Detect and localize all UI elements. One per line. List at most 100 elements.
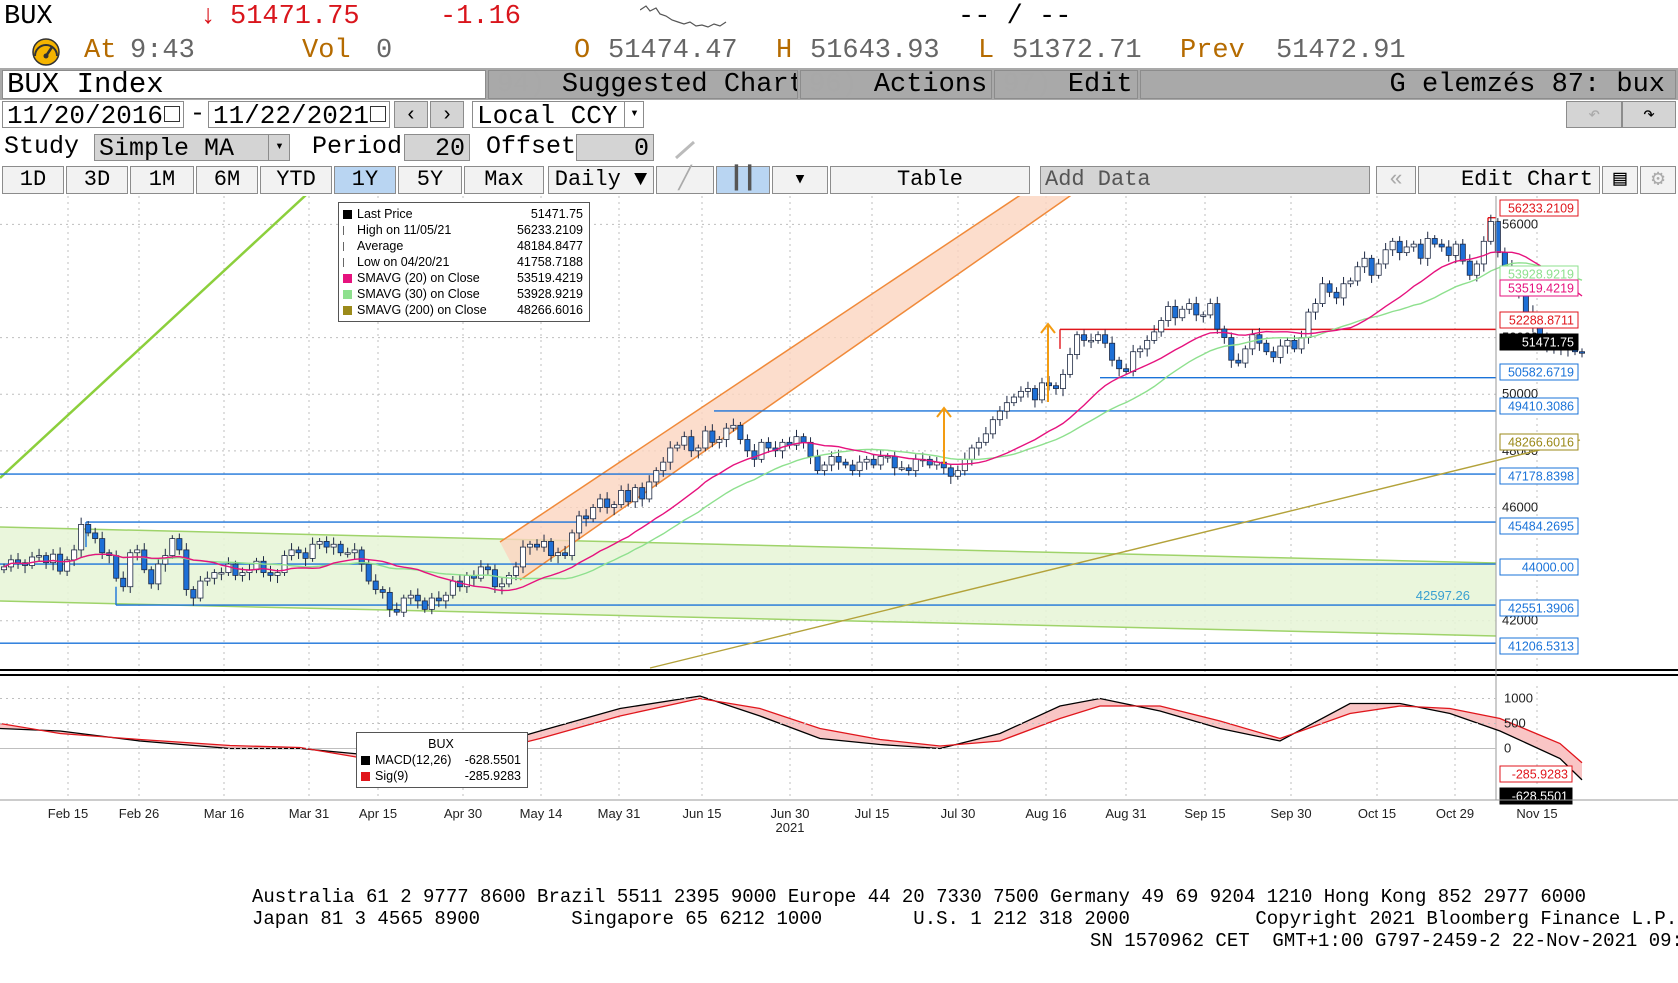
candle-body[interactable] — [344, 552, 351, 555]
candle-body[interactable] — [653, 470, 660, 483]
candle-body[interactable] — [1403, 246, 1410, 254]
candle-body[interactable] — [660, 461, 667, 472]
add-data-field[interactable]: Add Data — [1040, 166, 1370, 194]
tab-3d[interactable]: 3D — [66, 166, 128, 194]
candle-body[interactable] — [78, 524, 85, 551]
candle-body[interactable] — [428, 597, 435, 610]
candle-body[interactable] — [695, 447, 702, 452]
candle-body[interactable] — [1158, 320, 1165, 333]
candle-body[interactable] — [169, 538, 176, 556]
candle-body[interactable] — [1200, 314, 1207, 317]
candle-body[interactable] — [1172, 306, 1179, 319]
candle-body[interactable] — [1151, 331, 1158, 341]
candle-body[interactable] — [1003, 402, 1010, 412]
candle-body[interactable] — [842, 461, 849, 466]
candle-body[interactable] — [1487, 221, 1494, 242]
candle-body[interactable] — [1038, 382, 1045, 401]
candle-body[interactable] — [744, 439, 751, 452]
edit-menu[interactable]: 97) Edit ▾ — [994, 70, 1138, 99]
candle-body[interactable] — [316, 541, 323, 545]
candle-body[interactable] — [905, 467, 912, 472]
candle-body[interactable] — [288, 549, 295, 556]
candle-body[interactable] — [365, 563, 372, 582]
candle-body[interactable] — [386, 591, 393, 610]
candle-body[interactable] — [1438, 243, 1445, 248]
candle-body[interactable] — [218, 572, 225, 575]
legend-row[interactable]: Sig(9) -285.9283 — [361, 768, 521, 784]
candle-body[interactable] — [541, 541, 548, 548]
offset-field[interactable]: 0 — [576, 134, 654, 161]
gear-icon[interactable]: ⚙ — [1640, 166, 1676, 194]
candle-body[interactable] — [1024, 388, 1031, 392]
study-select[interactable]: Simple MA — [94, 134, 290, 161]
candle-body[interactable] — [1165, 306, 1172, 321]
candle-body[interactable] — [113, 555, 120, 579]
candle-body[interactable] — [1494, 221, 1501, 254]
candle-body[interactable] — [120, 577, 127, 588]
candle-body[interactable] — [92, 532, 99, 539]
candle-body[interactable] — [632, 487, 639, 503]
security-field[interactable]: BUX Index — [2, 70, 486, 99]
undo-button[interactable]: ↶ — [1566, 101, 1622, 128]
candle-body[interactable] — [1298, 337, 1305, 350]
candle-body[interactable] — [239, 572, 246, 576]
candle-body[interactable] — [505, 574, 512, 585]
candle-body[interactable] — [674, 444, 681, 449]
candle-body[interactable] — [0, 566, 7, 571]
candle-body[interactable] — [260, 560, 267, 573]
candle-body[interactable] — [477, 566, 484, 579]
candle-body[interactable] — [611, 504, 618, 508]
candle-body[interactable] — [982, 433, 989, 443]
candle-body[interactable] — [1017, 390, 1024, 398]
tab-1y[interactable]: 1Y — [334, 166, 396, 194]
candle-body[interactable] — [1193, 303, 1200, 316]
candle-body[interactable] — [484, 566, 491, 571]
candle-body[interactable] — [1389, 240, 1396, 251]
candle-body[interactable] — [295, 549, 302, 554]
candle-body[interactable] — [646, 481, 653, 500]
candle-body[interactable] — [358, 549, 365, 565]
candle-body[interactable] — [716, 439, 723, 443]
candle-body[interactable] — [1088, 339, 1095, 343]
collapse-icon[interactable]: « — [1376, 166, 1416, 194]
candle-body[interactable] — [372, 580, 379, 590]
candle-body[interactable] — [1319, 283, 1326, 304]
legend-row[interactable]: SMAVG (30) on Close 53928.9219 — [343, 286, 583, 302]
candle-body[interactable] — [667, 447, 674, 463]
candle-body[interactable] — [1326, 283, 1333, 293]
candle-body[interactable] — [29, 556, 36, 566]
table-button[interactable]: Table — [830, 166, 1030, 194]
currency-select[interactable]: Local CCY — [472, 101, 644, 128]
candle-body[interactable] — [225, 563, 232, 573]
candle-body[interactable] — [1480, 240, 1487, 265]
candle-body[interactable] — [926, 458, 933, 466]
candle-body[interactable] — [127, 552, 134, 588]
tab-1d[interactable]: 1D — [2, 166, 64, 194]
candle-body[interactable] — [1396, 240, 1403, 254]
candle-body[interactable] — [232, 563, 239, 576]
candle-body[interactable] — [814, 456, 821, 472]
candle-body[interactable] — [877, 456, 884, 466]
candle-body[interactable] — [267, 572, 274, 576]
date-from-field[interactable]: 11/20/2016 — [2, 101, 184, 128]
redo-button[interactable]: ↷ — [1622, 101, 1676, 128]
candle-body[interactable] — [1081, 334, 1088, 341]
candle-body[interactable] — [1228, 337, 1235, 361]
candle-body[interactable] — [351, 549, 358, 554]
candle-body[interactable] — [1060, 373, 1067, 389]
candle-body[interactable] — [204, 577, 211, 582]
chart-type-line-icon[interactable]: ╱ — [656, 166, 714, 194]
candle-body[interactable] — [562, 552, 569, 556]
calendar-from-icon[interactable] — [164, 106, 180, 122]
price-chart[interactable]: 4200044000460004800050000520005600042597… — [0, 196, 1678, 926]
candle-body[interactable] — [961, 458, 968, 472]
candle-body[interactable] — [555, 552, 562, 556]
chevron-down-icon[interactable]: ▾ — [624, 101, 644, 128]
candle-body[interactable] — [435, 597, 442, 602]
suggested-charts-menu[interactable]: 94) Suggested Charts — [488, 70, 798, 99]
candle-body[interactable] — [954, 470, 961, 477]
candle-body[interactable] — [274, 572, 281, 576]
candle-body[interactable] — [15, 559, 22, 564]
next-period-button[interactable]: › — [430, 101, 464, 128]
actions-menu[interactable]: 96) Actions ▾ — [800, 70, 992, 99]
